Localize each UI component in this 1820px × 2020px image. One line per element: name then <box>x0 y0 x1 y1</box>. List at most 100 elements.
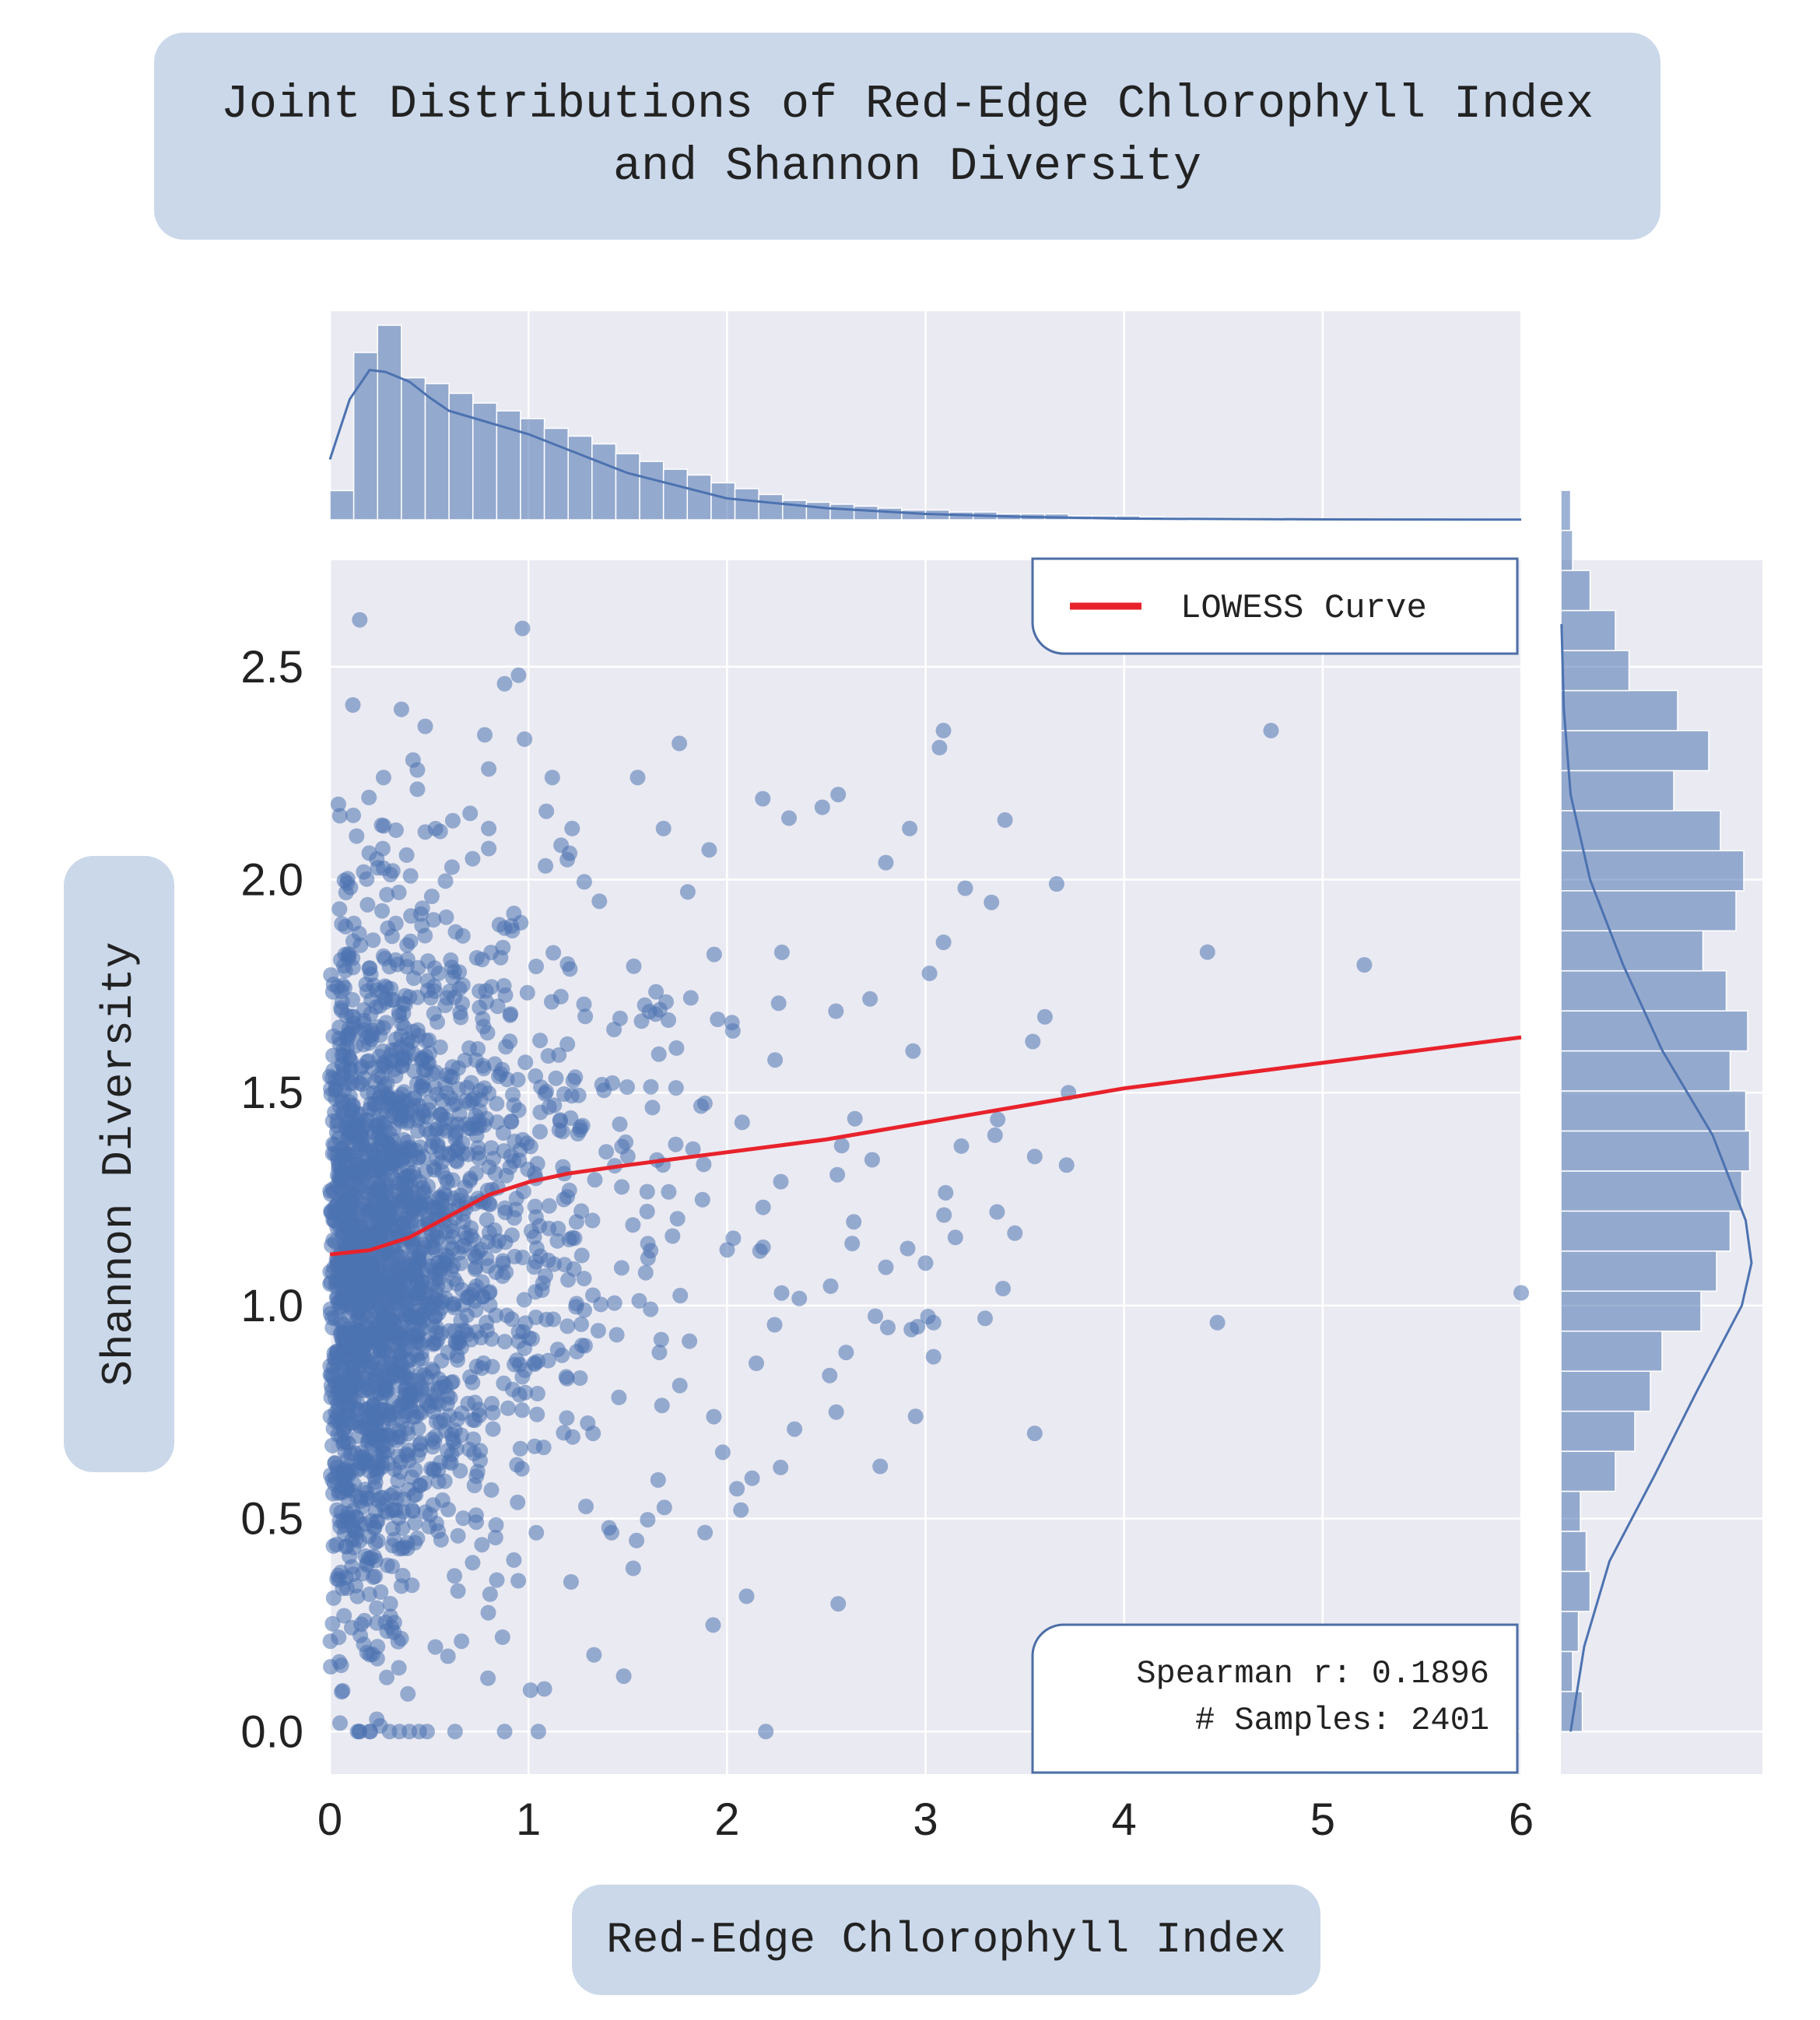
top-marginal-histogram <box>328 311 1523 521</box>
scatter-point-46 <box>977 1310 993 1327</box>
scatter-point-1544 <box>489 998 506 1015</box>
scatter-point-2286 <box>429 1394 444 1411</box>
scatter-point-1798 <box>433 1531 449 1548</box>
scatter-point-2350 <box>412 1435 429 1451</box>
scatter-point-2020 <box>426 1079 443 1096</box>
scatter-point-1792 <box>619 1149 636 1164</box>
scatter-point-1223 <box>417 1163 433 1180</box>
scatter-point-2035 <box>364 1022 380 1039</box>
scatter-point-1813 <box>465 1555 481 1571</box>
scatter-point-1399 <box>758 1724 774 1740</box>
scatter-point-660 <box>626 958 642 974</box>
top-hist-bar-0 <box>329 489 355 521</box>
scatter-point-1192 <box>399 937 416 953</box>
scatter-point-2191 <box>433 1300 450 1317</box>
scatter-point-264 <box>528 959 544 974</box>
scatter-point-12 <box>375 770 391 786</box>
scatter-point-2387 <box>359 983 375 999</box>
scatter-point-2328 <box>359 1435 376 1451</box>
scatter-point-1873 <box>391 1660 407 1676</box>
scatter-point-1880 <box>412 1139 428 1156</box>
scatter-point-2273 <box>391 1398 407 1415</box>
scatter-point-2281 <box>352 1627 369 1643</box>
scatter-point-2081 <box>330 1567 346 1583</box>
scatter-point-1740 <box>734 1114 750 1131</box>
scatter-point-2316 <box>483 945 500 961</box>
scatter-point-2289 <box>409 1285 426 1302</box>
scatter-point-681 <box>920 1309 936 1324</box>
right-hist-bar-8 <box>1560 1370 1651 1412</box>
scatter-point-2221 <box>455 1214 472 1229</box>
scatter-point-2301 <box>389 1271 405 1287</box>
scatter-point-2298 <box>345 1182 361 1198</box>
scatter-point-1035 <box>541 1198 557 1214</box>
scatter-point-19 <box>997 812 1013 828</box>
scatter-point-1334 <box>369 1600 385 1616</box>
scatter-point-1886 <box>511 1152 528 1169</box>
scatter-point-862 <box>481 840 497 857</box>
scatter-point-2336 <box>481 1225 497 1241</box>
top-hist-bar-23 <box>877 507 903 521</box>
scatter-point-1842 <box>416 1240 432 1256</box>
scatter-point-1353 <box>455 1510 472 1527</box>
scatter-point-2130 <box>482 1297 498 1313</box>
scatter-point-77 <box>672 1377 688 1394</box>
scatter-point-2291 <box>377 1503 394 1520</box>
scatter-point-1927 <box>528 1284 544 1300</box>
scatter-point-1635 <box>744 1470 760 1486</box>
right-hist-bar-4 <box>1560 1531 1587 1573</box>
chart-title: Joint Distributions of Red-Edge Chloroph… <box>154 33 1660 240</box>
scatter-point-267 <box>643 1078 659 1095</box>
y-tick-label-1: 0.5 <box>240 1494 303 1545</box>
scatter-point-450 <box>510 1071 526 1088</box>
scatter-point-1432 <box>685 1141 701 1157</box>
scatter-point-1131 <box>454 928 471 944</box>
scatter-point-1690 <box>440 1236 457 1251</box>
scatter-point-771 <box>549 1233 566 1249</box>
scatter-point-62 <box>536 1681 552 1697</box>
scatter-point-690 <box>559 1410 575 1426</box>
scatter-point-2091 <box>847 1110 863 1127</box>
scatter-point-2168 <box>348 1531 364 1547</box>
right-hist-bar-7 <box>1560 1410 1636 1452</box>
scatter-point-2299 <box>382 867 398 882</box>
scatter-point-279 <box>587 1172 603 1188</box>
right-hist-bar-2 <box>1560 1611 1580 1653</box>
scatter-point-1551 <box>444 1059 461 1075</box>
right-hist-bar-24 <box>1560 730 1710 772</box>
scatter-point-699 <box>672 1288 689 1303</box>
scatter-point-1395 <box>365 932 381 949</box>
scatter-point-1686 <box>529 1156 545 1172</box>
scatter-point-2206 <box>386 1615 402 1631</box>
scatter-point-2306 <box>395 1491 412 1507</box>
top-hist-bar-21 <box>829 503 855 521</box>
scatter-point-2001 <box>572 1370 588 1386</box>
scatter-point-2164 <box>433 1196 450 1212</box>
scatter-point-2346 <box>338 885 354 900</box>
scatter-point-1869 <box>389 956 405 973</box>
right-marginal-histogram <box>1560 489 1762 1774</box>
scatter-point-24 <box>701 842 717 858</box>
scatter-point-1443 <box>325 1590 342 1606</box>
scatter-point-1910 <box>936 1207 952 1223</box>
scatter-point-996 <box>639 1184 655 1200</box>
scatter-point-2361 <box>346 1129 362 1145</box>
scatter-point-49 <box>1513 1285 1529 1301</box>
scatter-point-327 <box>532 1033 549 1049</box>
scatter-point-2154 <box>462 805 479 822</box>
annotation-samples: # Samples: 2401 <box>1195 1702 1489 1739</box>
scatter-point-2234 <box>427 1429 444 1445</box>
scatter-point-8 <box>672 735 688 752</box>
scatter-point-55 <box>773 1459 789 1475</box>
scatter-point-1109 <box>658 994 674 1010</box>
scatter-point-47 <box>925 1348 942 1365</box>
scatter-point-2232 <box>661 1184 677 1200</box>
scatter-point-989 <box>668 1040 685 1056</box>
main-scatter-panel <box>322 560 1529 1774</box>
scatter-point-197 <box>613 1260 629 1276</box>
scatter-point-1820 <box>336 1608 352 1624</box>
scatter-point-1543 <box>565 1072 581 1089</box>
scatter-point-2362 <box>356 1419 373 1436</box>
x-tick-label-3: 3 <box>913 1794 938 1845</box>
scatter-point-2338 <box>439 1252 455 1268</box>
